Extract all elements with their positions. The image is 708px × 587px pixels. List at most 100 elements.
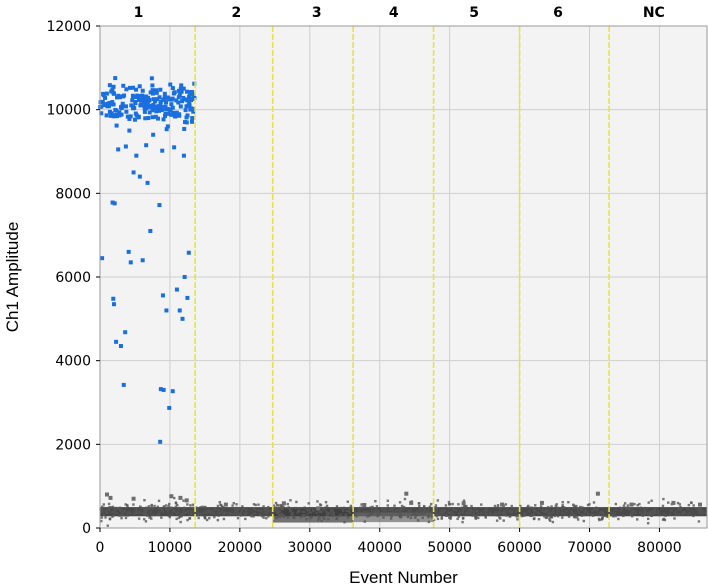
negative-droplet bbox=[502, 519, 505, 522]
negative-droplet bbox=[233, 509, 237, 512]
negative-droplet bbox=[120, 512, 124, 515]
negative-droplet bbox=[231, 504, 234, 507]
negative-droplet-outlier bbox=[169, 494, 174, 499]
positive-droplet bbox=[180, 99, 185, 104]
negative-droplet bbox=[435, 507, 439, 511]
positive-droplet bbox=[114, 112, 119, 117]
positive-droplet bbox=[154, 107, 159, 112]
negative-droplet bbox=[560, 507, 564, 510]
negative-droplet bbox=[112, 514, 115, 517]
negative-droplet bbox=[555, 503, 558, 506]
negative-droplet bbox=[698, 510, 702, 513]
negative-droplet bbox=[427, 514, 431, 518]
negative-droplet bbox=[394, 509, 398, 512]
negative-droplet bbox=[548, 514, 551, 518]
negative-droplet bbox=[115, 506, 118, 510]
positive-droplet bbox=[187, 103, 192, 108]
positive-droplet bbox=[110, 200, 115, 205]
negative-droplet bbox=[591, 509, 594, 513]
negative-droplet bbox=[451, 507, 455, 510]
negative-droplet bbox=[510, 504, 513, 508]
negative-droplet bbox=[489, 513, 492, 516]
negative-droplet bbox=[382, 516, 385, 519]
positive-droplet bbox=[111, 302, 116, 307]
negative-droplet bbox=[143, 509, 147, 513]
positive-droplet bbox=[102, 103, 107, 108]
negative-droplet bbox=[547, 513, 550, 516]
negative-droplet bbox=[148, 516, 151, 519]
well-label: 3 bbox=[312, 5, 322, 21]
negative-droplet bbox=[110, 506, 113, 509]
negative-droplet bbox=[692, 504, 695, 507]
negative-droplet bbox=[369, 506, 372, 509]
positive-droplet bbox=[118, 344, 123, 349]
negative-droplet bbox=[389, 517, 393, 520]
negative-droplet bbox=[545, 509, 548, 512]
negative-droplet bbox=[208, 509, 211, 512]
negative-droplet bbox=[416, 510, 419, 513]
negative-droplet bbox=[303, 514, 306, 518]
negative-droplet bbox=[502, 506, 505, 509]
positive-droplet bbox=[174, 287, 179, 292]
negative-droplet bbox=[405, 507, 408, 510]
positive-droplet bbox=[142, 106, 147, 111]
negative-droplet bbox=[213, 515, 216, 519]
negative-droplet bbox=[514, 510, 518, 513]
positive-droplet bbox=[127, 128, 132, 133]
positive-droplet bbox=[165, 95, 170, 100]
negative-droplet bbox=[515, 515, 518, 518]
positive-droplet bbox=[114, 123, 119, 128]
negative-droplet bbox=[278, 513, 281, 517]
negative-droplet bbox=[250, 514, 253, 518]
positive-droplet bbox=[98, 100, 103, 105]
negative-droplet bbox=[142, 511, 145, 515]
negative-droplet bbox=[371, 509, 374, 513]
negative-droplet bbox=[471, 510, 475, 513]
negative-droplet bbox=[293, 516, 296, 520]
negative-droplet bbox=[573, 516, 577, 519]
negative-droplet bbox=[576, 518, 580, 521]
negative-droplet bbox=[570, 513, 573, 516]
negative-droplet bbox=[644, 511, 647, 515]
negative-droplet bbox=[676, 501, 680, 505]
negative-droplet bbox=[252, 507, 256, 510]
negative-droplet bbox=[164, 504, 168, 507]
negative-droplet bbox=[122, 511, 125, 514]
negative-droplet bbox=[496, 504, 500, 507]
negative-droplet bbox=[649, 511, 653, 514]
negative-droplet bbox=[251, 512, 254, 516]
negative-droplet bbox=[532, 507, 536, 511]
negative-droplet bbox=[298, 510, 301, 513]
well-label: 2 bbox=[231, 5, 241, 21]
negative-droplet bbox=[309, 511, 312, 514]
x-tick-label: 0 bbox=[96, 540, 105, 556]
positive-droplet bbox=[148, 104, 153, 109]
negative-droplet bbox=[180, 512, 184, 516]
negative-droplet bbox=[206, 511, 209, 515]
negative-droplet bbox=[651, 510, 654, 513]
positive-droplet bbox=[140, 93, 145, 98]
negative-droplet bbox=[289, 499, 292, 502]
negative-droplet bbox=[243, 507, 246, 510]
negative-droplet bbox=[614, 508, 618, 512]
negative-droplet bbox=[218, 500, 222, 504]
negative-droplet bbox=[280, 513, 284, 516]
negative-droplet bbox=[384, 508, 387, 511]
positive-droplet bbox=[112, 201, 117, 206]
negative-droplet bbox=[673, 517, 676, 520]
negative-droplet bbox=[583, 510, 587, 514]
negative-droplet bbox=[555, 507, 559, 510]
negative-droplet bbox=[360, 503, 363, 506]
negative-droplet bbox=[601, 517, 604, 520]
negative-droplet bbox=[590, 513, 593, 516]
negative-droplet bbox=[546, 509, 550, 513]
positive-droplet bbox=[111, 296, 116, 301]
negative-droplet bbox=[176, 503, 179, 507]
positive-droplet bbox=[180, 316, 185, 321]
negative-droplet bbox=[597, 517, 601, 521]
negative-droplet bbox=[565, 509, 568, 513]
negative-droplet bbox=[669, 513, 672, 517]
positive-droplet bbox=[190, 90, 195, 95]
negative-droplet bbox=[598, 512, 602, 515]
